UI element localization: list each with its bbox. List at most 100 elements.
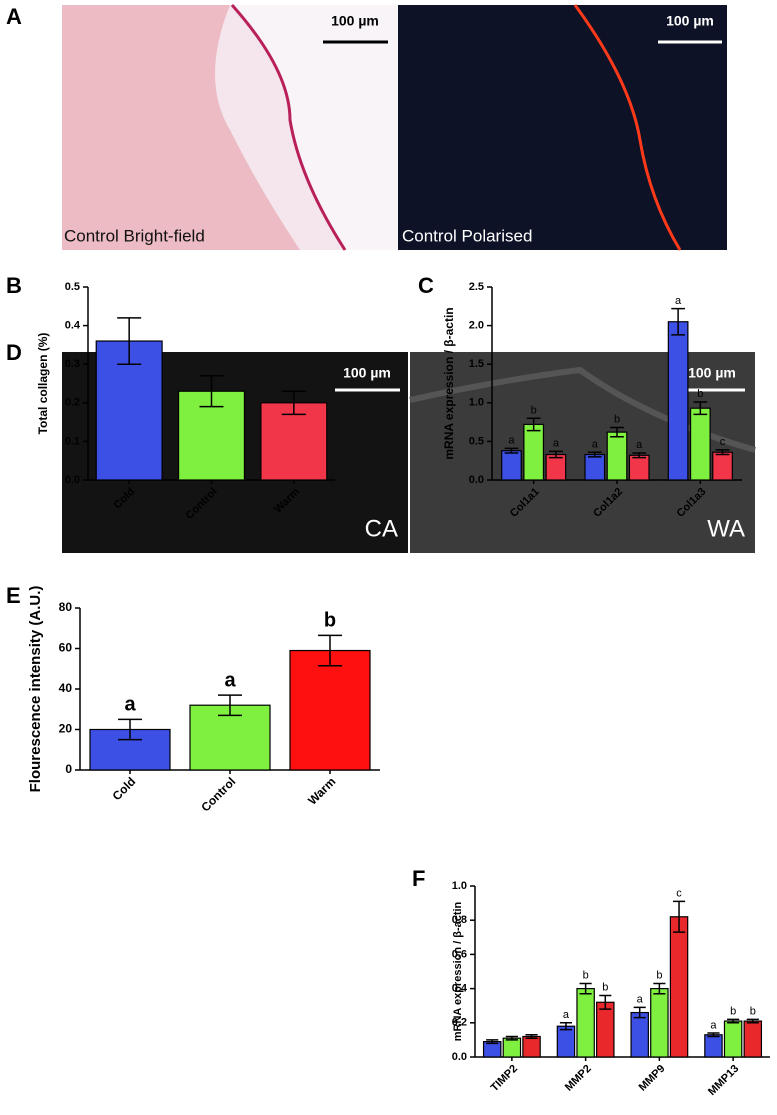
- image-caption: CA: [365, 515, 398, 542]
- bar: [712, 451, 733, 481]
- significance-label: b: [602, 982, 608, 994]
- y-axis-label: mRNA expression / β-actin: [442, 307, 456, 459]
- scale-bar-label: 100 µm: [331, 13, 379, 29]
- error-bar: [525, 1034, 538, 1039]
- y-tick-label: 0.4: [65, 320, 81, 332]
- error-bar: [707, 1032, 720, 1038]
- error-bar: [672, 900, 686, 933]
- tissue-texture: [62, 5, 300, 250]
- scale-bar-label: 100 µm: [343, 365, 391, 381]
- significance-label: b: [324, 610, 336, 632]
- bar: [596, 1001, 615, 1058]
- edge-line: [230, 4, 347, 251]
- scale-bar-label: 100 µm: [666, 13, 714, 29]
- significance-label: c: [676, 888, 682, 900]
- bar: [502, 1037, 522, 1058]
- x-tick-label: Control: [198, 774, 238, 814]
- y-tick-label: 0.3: [65, 358, 80, 370]
- y-tick-label: 0.1: [65, 435, 80, 447]
- bar: [689, 407, 711, 481]
- bar: [606, 431, 628, 481]
- bar: [556, 1025, 576, 1058]
- x-tick-label: MMP9: [637, 1063, 668, 1094]
- panel-label: A: [6, 4, 22, 29]
- bar: [289, 649, 371, 771]
- y-tick-label: 2.0: [469, 320, 484, 332]
- y-tick-label: 60: [59, 641, 73, 655]
- y-tick-label: 0.8: [452, 914, 467, 926]
- significance-label: b: [531, 404, 537, 416]
- significance-label: b: [614, 414, 620, 426]
- panel-label: B: [6, 273, 22, 298]
- panel-label: C: [418, 273, 434, 298]
- error-bar: [693, 401, 708, 416]
- error-bar: [318, 634, 342, 667]
- y-tick-label: 40: [59, 681, 73, 695]
- significance-label: a: [553, 438, 560, 450]
- y-axis-label: Total collagen (%): [36, 333, 50, 435]
- scale-bar-label: 100 µm: [688, 365, 736, 381]
- bar: [743, 1020, 763, 1058]
- bar: [522, 1035, 541, 1058]
- error-bar: [746, 1018, 759, 1024]
- y-tick-label: 1.0: [469, 397, 484, 409]
- bar: [723, 1020, 743, 1058]
- error-bar: [281, 390, 306, 416]
- error-bar: [199, 375, 224, 408]
- error-bar: [549, 450, 563, 459]
- panel-label: F: [412, 866, 425, 891]
- error-bar: [727, 1018, 740, 1024]
- polarised-image: [398, 5, 727, 250]
- panel-label: D: [6, 340, 22, 365]
- y-tick-label: 0.0: [65, 474, 80, 486]
- y-tick-label: 1.5: [469, 358, 484, 370]
- significance-label: a: [710, 1019, 717, 1031]
- x-tick-label: MMP13: [706, 1063, 741, 1098]
- y-axis-label: mRNA expression / β-actin: [452, 901, 464, 1041]
- bar: [576, 987, 595, 1058]
- bar: [630, 1011, 649, 1058]
- significance-label: c: [720, 436, 726, 448]
- significance-label: a: [508, 435, 515, 447]
- significance-label: b: [697, 388, 703, 400]
- y-tick-label: 0: [65, 762, 72, 776]
- error-bar: [505, 1035, 518, 1041]
- significance-label: a: [563, 1009, 570, 1021]
- edge-line: [573, 4, 682, 251]
- error-bar: [653, 982, 666, 995]
- error-bar: [118, 718, 142, 741]
- x-tick-label: Cold: [110, 774, 139, 803]
- y-tick-label: 0.5: [469, 435, 484, 447]
- error-bar: [504, 447, 519, 454]
- error-bar: [599, 994, 612, 1010]
- x-tick-label: TIMP2: [489, 1063, 520, 1094]
- image-caption: Control Bright-field: [64, 226, 205, 245]
- significance-label: b: [730, 1006, 736, 1018]
- y-tick-label: 2.5: [469, 281, 484, 293]
- significance-label: a: [124, 694, 136, 716]
- bar: [650, 987, 669, 1058]
- y-tick-label: 0.6: [452, 948, 467, 960]
- error-bar: [671, 307, 685, 336]
- background-area: [232, 5, 398, 250]
- y-tick-label: 0.0: [469, 474, 484, 486]
- y-tick-label: 20: [59, 722, 73, 736]
- bar: [704, 1034, 723, 1058]
- error-bar: [715, 449, 730, 456]
- bar: [669, 916, 689, 1058]
- error-bar: [559, 1022, 573, 1031]
- significance-label: b: [656, 970, 662, 982]
- error-bar: [610, 426, 624, 438]
- image-caption: Control Polarised: [402, 226, 532, 245]
- image-caption: WA: [707, 515, 745, 542]
- bar: [628, 454, 650, 481]
- significance-label: a: [592, 438, 599, 450]
- bar: [667, 321, 689, 481]
- error-bar: [632, 452, 647, 459]
- significance-label: b: [583, 970, 589, 982]
- error-bar: [633, 1006, 646, 1019]
- y-tick-label: 80: [59, 600, 73, 614]
- y-tick-label: 0.2: [452, 1017, 467, 1029]
- bar: [501, 450, 522, 481]
